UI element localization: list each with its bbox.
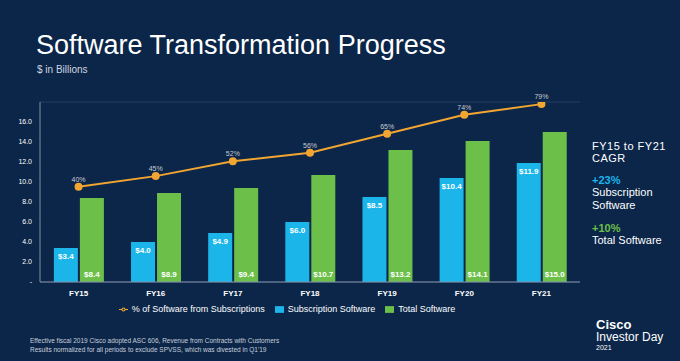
html-text:Effective fiscal 2019 Cisco ad: Effective fiscal 2019 Cisco adopted ASC … xyxy=(30,337,280,344)
html-text:% of Software from Subscriptio: % of Software from Subscriptions xyxy=(131,304,265,314)
svg-text:14.0: 14.0 xyxy=(18,138,32,145)
svg-text:FY16: FY16 xyxy=(146,289,166,298)
svg-text:52%: 52% xyxy=(226,150,240,157)
svg-text:FY19: FY19 xyxy=(378,289,398,298)
html-text:Subscription Software: Subscription Software xyxy=(287,304,376,314)
svg-text:$11.9: $11.9 xyxy=(519,167,539,176)
svg-text:$14.1: $14.1 xyxy=(468,270,489,279)
svg-text:$9.4: $9.4 xyxy=(238,270,254,279)
svg-text:FY20: FY20 xyxy=(455,289,475,298)
svg-text:$13.2: $13.2 xyxy=(390,270,411,279)
html-text:Software Transformation Progre: Software Transformation Progress xyxy=(36,30,446,60)
html-text:2021: 2021 xyxy=(596,344,612,351)
svg-text:$8.9: $8.9 xyxy=(161,270,177,279)
svg-text:65%: 65% xyxy=(380,123,394,130)
svg-text:2.0: 2.0 xyxy=(22,258,32,265)
svg-text:8.0: 8.0 xyxy=(22,198,32,205)
svg-text:40%: 40% xyxy=(72,176,86,183)
html-text:Cisco: Cisco xyxy=(596,317,632,332)
svg-text:FY15: FY15 xyxy=(69,289,89,298)
svg-text:FY17: FY17 xyxy=(223,289,243,298)
svg-text:12.0: 12.0 xyxy=(18,158,32,165)
html-text:Subscription Software: Subscription Software xyxy=(592,186,653,211)
svg-text:56%: 56% xyxy=(303,142,317,149)
svg-text:6.0: 6.0 xyxy=(22,218,32,225)
svg-text:79%: 79% xyxy=(534,93,548,100)
html-text:+23%: +23% xyxy=(592,174,621,186)
svg-text:16.0: 16.0 xyxy=(18,118,32,125)
svg-text:$8.4: $8.4 xyxy=(84,270,100,279)
svg-text:45%: 45% xyxy=(149,165,163,172)
svg-text:-: - xyxy=(30,278,33,285)
svg-text:$10.7: $10.7 xyxy=(313,270,334,279)
svg-text:$10.4: $10.4 xyxy=(442,182,463,191)
html-text:FY15 to FY21: FY15 to FY21 xyxy=(592,140,666,152)
svg-text:10.0: 10.0 xyxy=(18,178,32,185)
svg-text:4.0: 4.0 xyxy=(22,238,32,245)
svg-text:$3.4: $3.4 xyxy=(58,252,74,261)
svg-text:FY21: FY21 xyxy=(532,289,552,298)
html-text:Total Software: Total Software xyxy=(592,234,662,246)
svg-text:$4.9: $4.9 xyxy=(212,237,228,246)
html-text:Investor Day: Investor Day xyxy=(596,330,664,344)
svg-text:74%: 74% xyxy=(457,104,471,111)
svg-text:FY18: FY18 xyxy=(300,289,320,298)
svg-text:$6.0: $6.0 xyxy=(290,226,306,235)
html-text:$ in Billions: $ in Billions xyxy=(37,64,88,75)
svg-text:$15.0: $15.0 xyxy=(545,270,566,279)
svg-text:$4.0: $4.0 xyxy=(135,246,151,255)
html-text:Total Software: Total Software xyxy=(398,304,456,314)
html-text:+10%: +10% xyxy=(592,222,621,234)
html-text:CAGR: CAGR xyxy=(592,152,626,164)
svg-text:$8.5: $8.5 xyxy=(367,201,383,210)
html-text:Results normalized for all per: Results normalized for all periods to ex… xyxy=(30,346,267,353)
